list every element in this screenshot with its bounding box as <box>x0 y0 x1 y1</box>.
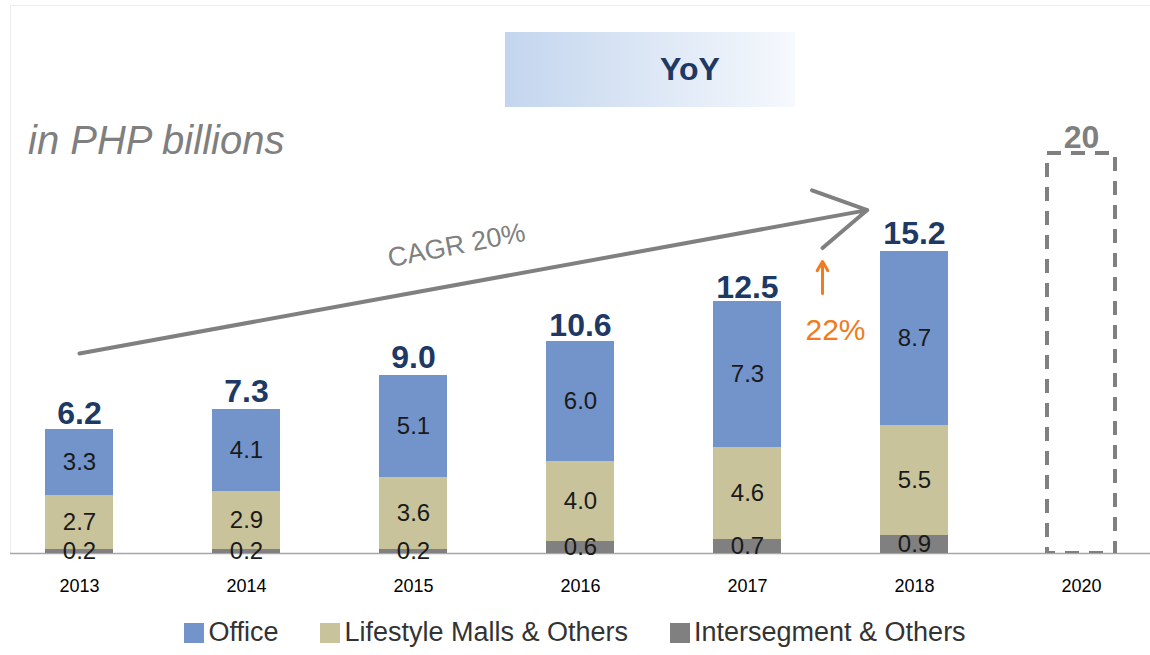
svg-text:2013: 2013 <box>59 576 99 596</box>
svg-text:7.3: 7.3 <box>224 373 268 409</box>
svg-text:2016: 2016 <box>560 576 600 596</box>
svg-text:0.2: 0.2 <box>397 537 430 564</box>
svg-text:0.2: 0.2 <box>63 537 96 564</box>
svg-text:2020: 2020 <box>1061 576 1101 596</box>
svg-text:10.6: 10.6 <box>549 307 611 343</box>
svg-text:CAGR 20%: CAGR 20% <box>385 217 528 273</box>
svg-text:20: 20 <box>1064 119 1100 155</box>
svg-text:2018: 2018 <box>894 576 934 596</box>
svg-text:7.3: 7.3 <box>731 360 764 387</box>
html-text:in PHP billions: in PHP billions <box>28 118 285 162</box>
svg-text:5.1: 5.1 <box>397 412 430 439</box>
svg-text:4.1: 4.1 <box>230 436 263 463</box>
svg-text:0.9: 0.9 <box>898 530 931 557</box>
svg-text:0.6: 0.6 <box>564 533 597 560</box>
svg-text:6.0: 6.0 <box>564 387 597 414</box>
html-text:Lifestyle Malls & Others: Lifestyle Malls & Others <box>344 617 628 647</box>
html-text:Intersegment & Others: Intersegment & Others <box>694 617 966 647</box>
svg-text:5.5: 5.5 <box>898 466 931 493</box>
html-text:YoY: YoY <box>660 51 720 87</box>
svg-text:3.6: 3.6 <box>397 499 430 526</box>
svg-text:4.6: 4.6 <box>731 479 764 506</box>
svg-text:0.7: 0.7 <box>731 532 764 559</box>
svg-text:9.0: 9.0 <box>391 339 435 375</box>
svg-text:3.3: 3.3 <box>63 448 96 475</box>
svg-text:8.7: 8.7 <box>898 324 931 351</box>
svg-text:22%: 22% <box>805 313 865 346</box>
svg-text:0.2: 0.2 <box>230 537 263 564</box>
html-text:Office: Office <box>208 617 279 647</box>
svg-text:12.5: 12.5 <box>716 269 778 305</box>
svg-text:2017: 2017 <box>727 576 767 596</box>
svg-text:2.9: 2.9 <box>230 506 263 533</box>
svg-text:4.0: 4.0 <box>564 487 597 514</box>
svg-text:2.7: 2.7 <box>63 508 96 535</box>
svg-text:15.2: 15.2 <box>883 215 945 251</box>
svg-text:2014: 2014 <box>226 576 266 596</box>
svg-text:6.2: 6.2 <box>57 395 101 431</box>
svg-text:2015: 2015 <box>393 576 433 596</box>
